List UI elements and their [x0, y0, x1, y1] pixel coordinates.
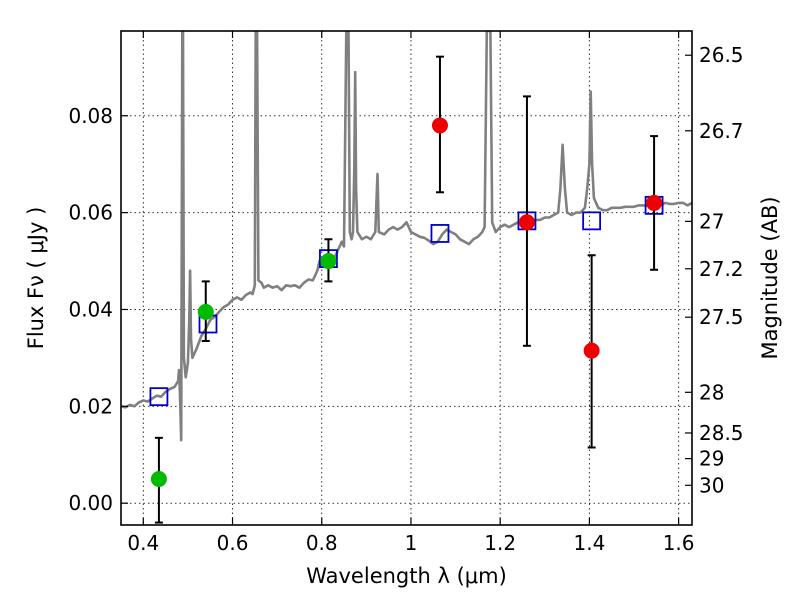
x-tick-label: 0.4	[127, 531, 159, 555]
right-tick-label: 26.7	[699, 119, 744, 143]
y-tick-label: 0.08	[68, 104, 113, 128]
x-tick-label: 1.4	[573, 531, 605, 555]
y-tick-label: 0.02	[68, 394, 113, 418]
model-square-marker	[430, 224, 450, 243]
photometry-point	[431, 117, 448, 134]
right-tick-label: 27	[699, 209, 724, 233]
model-square-marker	[582, 211, 602, 231]
right-tick-label: 28.5	[699, 421, 744, 445]
ticks: 0.4 0.6 0.8 1 1.2 1.4 1.6 0.00 0.02 0.04 0.06 0.08 2…	[68, 31, 744, 555]
plot-area	[121, 31, 692, 524]
photometry-point	[197, 303, 214, 320]
photometry-point	[518, 214, 535, 231]
x-tick-label: 0.6	[217, 531, 249, 555]
x-axis-label: Wavelength λ (μm)	[306, 564, 507, 588]
right-axis-label: Magnitude (AB)	[758, 196, 782, 359]
right-tick-label: 27.5	[699, 305, 744, 329]
y-tick-label: 0.04	[68, 297, 113, 321]
right-tick-label: 29	[699, 447, 724, 471]
x-tick-label: 0.8	[306, 531, 338, 555]
spectrum-line	[121, 31, 692, 442]
photometry-point	[583, 342, 600, 359]
model-square-marker	[149, 387, 169, 407]
y-tick-label: 0.06	[68, 201, 113, 225]
right-tick-label: 27.2	[699, 257, 744, 281]
y-axis-label: Flux Fν ( μJy )	[24, 207, 48, 350]
photometry-point	[320, 253, 337, 270]
x-tick-label: 1.2	[484, 531, 516, 555]
photometry-point	[150, 470, 167, 487]
right-tick-label: 30	[699, 473, 724, 497]
right-tick-label: 26.5	[699, 43, 744, 67]
axes-frame	[120, 30, 693, 526]
y-tick-label: 0.00	[68, 491, 113, 515]
grid	[121, 31, 692, 525]
x-tick-label: 1	[405, 531, 418, 555]
x-tick-label: 1.6	[663, 531, 695, 555]
photometry-point	[646, 194, 663, 211]
right-tick-label: 28	[699, 380, 724, 404]
